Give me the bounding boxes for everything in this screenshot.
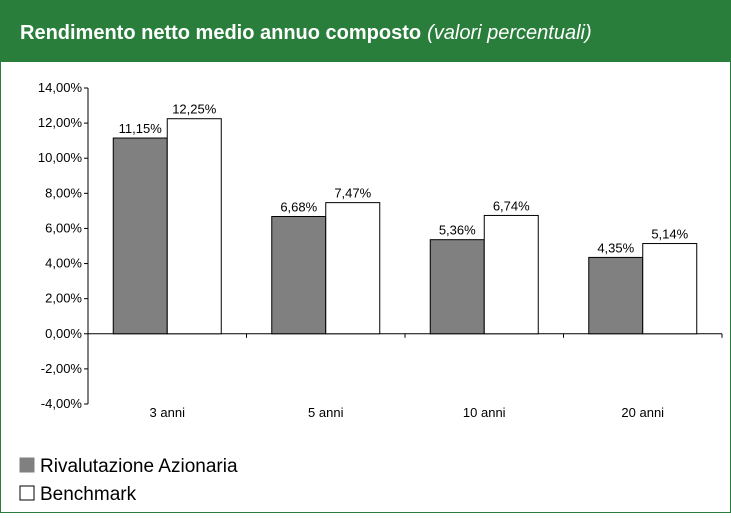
x-tick-label: 10 anni (463, 405, 506, 420)
legend-label: Rivalutazione Azionaria (40, 456, 238, 477)
legend-label: Benchmark (40, 484, 137, 505)
bar (166, 118, 222, 335)
bar (112, 137, 168, 335)
bar (325, 202, 381, 335)
x-tick-label: 5 anni (308, 405, 344, 420)
y-tick-label: 12,00% (38, 115, 83, 130)
bar (483, 214, 539, 335)
chart-title: Rendimento netto medio annuo composto (20, 22, 421, 44)
bar (642, 243, 698, 335)
y-tick-label: 6,00% (45, 220, 82, 235)
value-label: 12,25% (172, 102, 217, 117)
y-tick-label: 4,00% (45, 256, 82, 271)
y-tick-label: -2,00% (41, 361, 83, 376)
y-tick-label: 14,00% (38, 80, 83, 95)
x-tick-label: 3 anni (150, 405, 186, 420)
bar (271, 216, 327, 335)
header-text: Rendimento netto medio annuo composto (va… (20, 22, 592, 44)
bar (429, 239, 485, 335)
value-label: 5,36% (439, 223, 476, 238)
x-tick-label: 20 anni (621, 405, 664, 420)
y-tick-label: 2,00% (45, 291, 82, 306)
y-tick-label: 0,00% (45, 326, 82, 341)
legend-swatch (19, 485, 35, 501)
value-label: 7,47% (334, 186, 371, 201)
y-tick-label: -4,00% (41, 396, 83, 411)
value-label: 6,74% (493, 198, 530, 213)
value-label: 5,14% (651, 227, 688, 242)
header (0, 0, 731, 62)
value-label: 6,68% (280, 200, 317, 215)
bar (588, 256, 644, 335)
y-tick-label: 10,00% (38, 150, 83, 165)
value-label: 11,15% (119, 121, 163, 136)
chart-subtitle: (valori percentuali) (427, 22, 592, 44)
y-tick-label: 8,00% (45, 185, 82, 200)
value-label: 4,35% (597, 240, 634, 255)
legend-swatch (19, 457, 35, 473)
